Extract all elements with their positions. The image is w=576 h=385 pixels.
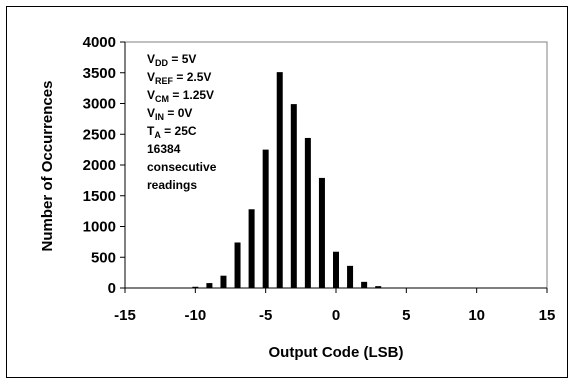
x-tick-label: -15 xyxy=(114,307,136,324)
bar-series xyxy=(192,72,382,289)
y-tick-label: 500 xyxy=(91,249,116,266)
bar xyxy=(192,286,199,288)
bar xyxy=(248,209,255,288)
y-tick-label: 3500 xyxy=(83,65,116,82)
x-tick-label: -5 xyxy=(259,307,272,324)
bar xyxy=(206,283,213,288)
bar xyxy=(347,265,354,288)
y-tick-label: 4000 xyxy=(83,34,116,51)
bar xyxy=(220,275,227,288)
bar xyxy=(375,286,382,288)
bar xyxy=(304,137,311,288)
y-tick-label: 0 xyxy=(108,280,116,297)
bar xyxy=(318,177,325,288)
bar xyxy=(262,149,269,288)
annotation-block: VDD = 5V VREF = 2.5V VCM = 1.25V VIN = 0V TA… xyxy=(147,52,217,192)
y-tick-label: 1000 xyxy=(83,219,116,236)
y-axis-label: Number of Occurrences xyxy=(39,81,56,252)
annotation-line: readings xyxy=(147,178,197,192)
x-tick-label: 10 xyxy=(468,307,485,324)
chart-frame xyxy=(6,6,568,378)
bar xyxy=(361,281,368,288)
annotation-line: 16384 xyxy=(147,142,181,156)
x-tick-label: -10 xyxy=(184,307,206,324)
annotation-line: consecutive xyxy=(147,160,217,174)
x-tick-label: 5 xyxy=(402,307,410,324)
annotation-line: VDD = 5V xyxy=(147,52,196,68)
x-tick-label: 15 xyxy=(539,307,556,324)
y-tick-label: 1500 xyxy=(83,188,116,205)
tick-labels: 0 500 1000 1500 2000 2500 3000 3500 4000 -15 -10 -5… xyxy=(83,34,556,324)
annotation-line: VCM = 1.25V xyxy=(147,88,214,104)
x-tick-label: 0 xyxy=(332,307,340,324)
y-tick-label: 2000 xyxy=(83,157,116,174)
x-axis-label: Output Code (LSB) xyxy=(269,344,404,361)
y-tick-label: 2500 xyxy=(83,126,116,143)
bar xyxy=(234,242,241,288)
annotation-line: TA = 25C xyxy=(147,124,197,140)
y-tick-label: 3000 xyxy=(83,96,116,113)
bar xyxy=(333,251,339,288)
bar xyxy=(290,104,297,289)
annotation-line: VIN = 0V xyxy=(147,106,192,122)
bar xyxy=(276,72,283,288)
annotation-line: VREF = 2.5V xyxy=(147,70,211,86)
